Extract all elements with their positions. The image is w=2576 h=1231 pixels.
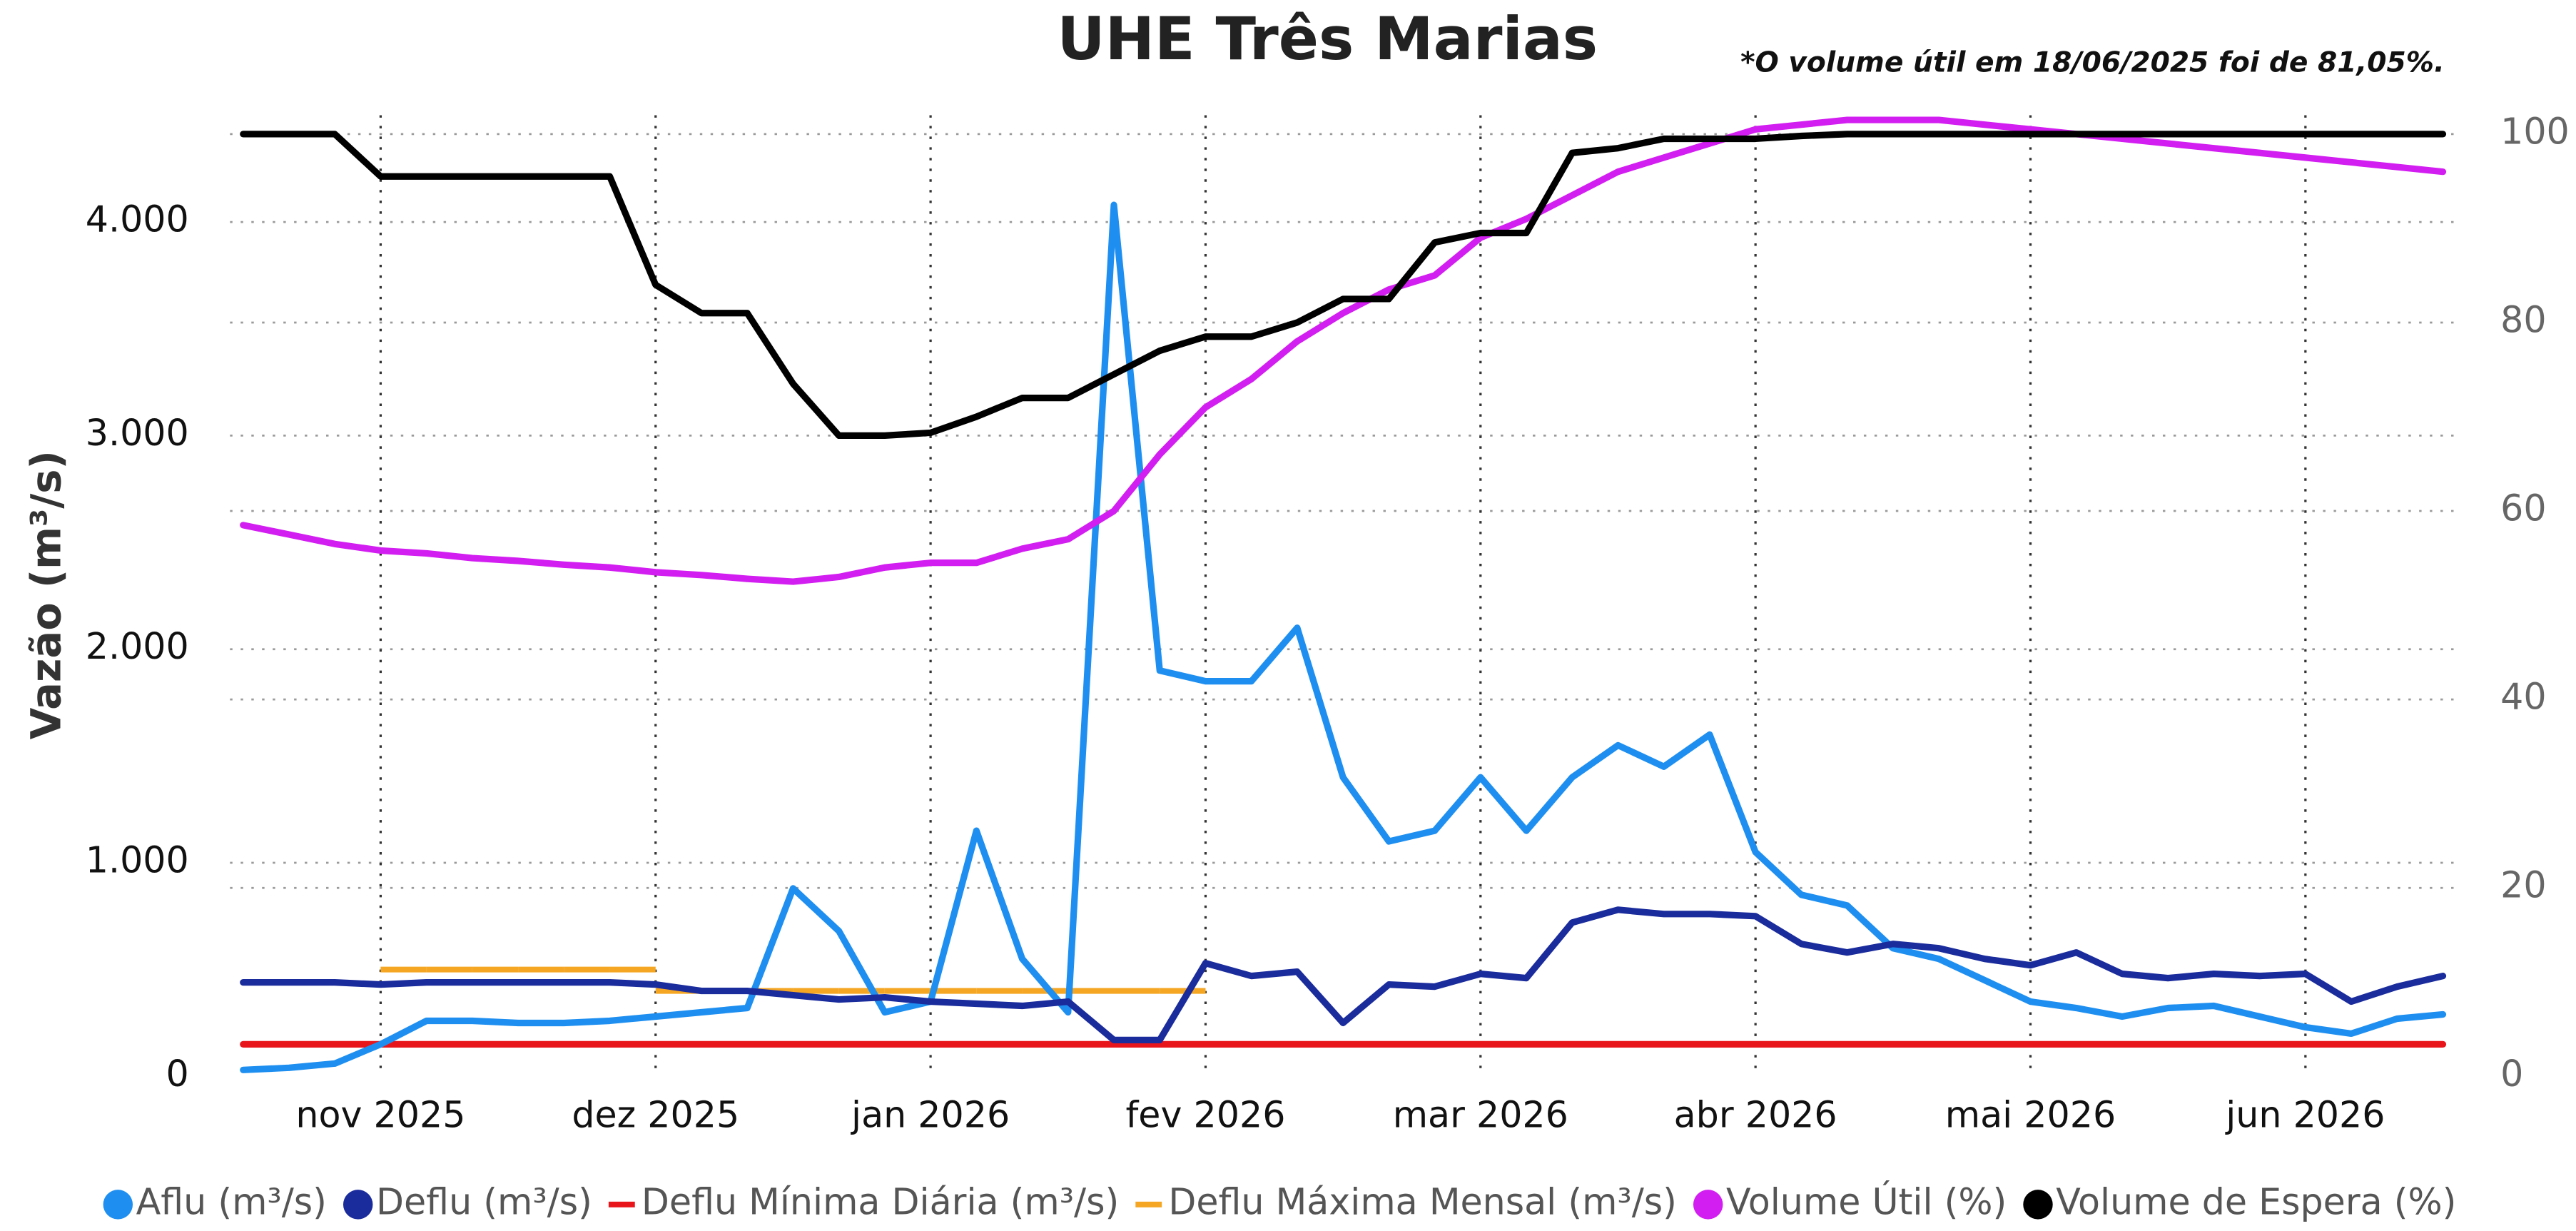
legend-label: Volume Útil (%) [1726,1180,2007,1222]
legend-label: Deflu (m³/s) [376,1180,592,1222]
legend-item: Volume de Espera (%) [2023,1180,2456,1222]
legend-marker [2023,1190,2053,1220]
legend-item: Deflu (m³/s) [343,1180,592,1222]
legend: Aflu (m³/s) Deflu (m³/s) Deflu Mínima Diár… [103,1180,2456,1222]
legend-item: Volume Útil (%) [1693,1180,2007,1222]
legend-label: Aflu (m³/s) [136,1180,327,1222]
legend-item: Deflu Máxima Mensal (m³/s) [1135,1180,1677,1222]
y2-tick-label: 40 [2500,676,2546,718]
legend-marker [1693,1190,1723,1220]
series-line [240,116,2447,585]
legend-label: Deflu Mínima Diária (m³/s) [642,1180,1119,1222]
y2-tick-label: 0 [2500,1053,2523,1095]
y2-tick-label: 80 [2500,298,2546,340]
y2-tick-label: 100 [2500,110,2570,152]
x-tick-label: abr 2026 [1674,1093,1837,1135]
series-line [240,201,2447,1073]
y-tick-label: 0 [166,1053,189,1095]
x-tick-label: jan 2026 [851,1093,1010,1135]
series-line [240,906,2447,1044]
y-tick-label: 3.000 [86,412,189,454]
legend-label: Volume de Espera (%) [2056,1180,2456,1222]
y-tick-label: 4.000 [86,198,189,240]
x-tick-label: dez 2025 [572,1093,739,1135]
legend-label: Deflu Máxima Mensal (m³/s) [1168,1180,1677,1222]
x-tick-label: nov 2025 [295,1093,465,1135]
annotation: *O volume útil em 18/06/2025 foi de 81,0… [1740,47,2445,79]
y-axis-label: Vazão (m³/s) [23,450,71,739]
x-tick-label: mar 2026 [1393,1093,1568,1135]
y-tick-label: 2.000 [86,625,189,667]
y2-tick-label: 60 [2500,487,2546,530]
legend-item: Aflu (m³/s) [103,1180,327,1222]
x-tick-label: mai 2026 [1945,1093,2116,1135]
series-line [240,131,2447,440]
x-tick-label: jun 2026 [2225,1093,2385,1135]
x-tick-label: fev 2026 [1125,1093,1285,1135]
y2-tick-label: 20 [2500,864,2546,906]
legend-marker [103,1190,133,1220]
legend-item: Deflu Mínima Diária (m³/s) [608,1180,1119,1222]
legend-marker [343,1190,373,1220]
chart-title: UHE Três Marias [1057,4,1598,74]
y-tick-label: 1.000 [86,839,189,881]
